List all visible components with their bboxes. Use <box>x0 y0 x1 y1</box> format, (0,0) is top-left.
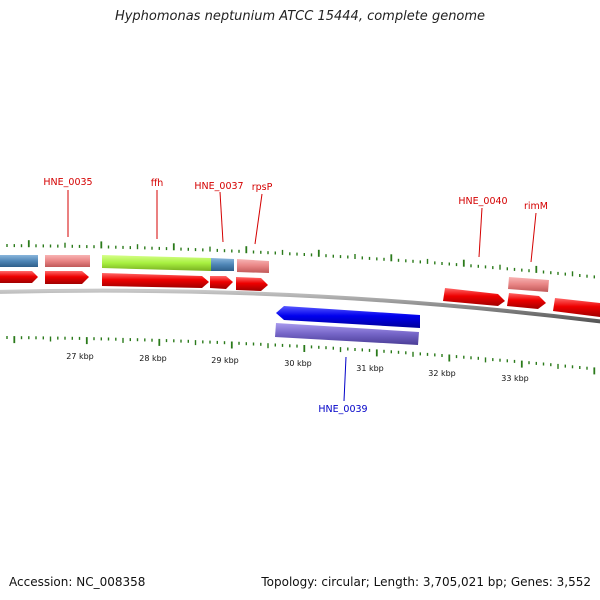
cog-feature-pink <box>508 277 549 292</box>
cds-arrow-reverse <box>276 306 420 328</box>
cds-arrow-forward <box>507 293 546 309</box>
gene-label[interactable]: rpsP <box>252 182 273 193</box>
scale-label: 31 kbp <box>356 364 384 373</box>
gene-labels: HNE_0035 ffh HNE_0037 rpsP HNE_0040 rimM… <box>43 177 548 415</box>
cog-feature-pink <box>45 255 90 267</box>
cds-arrow-forward <box>443 288 505 306</box>
scale-label: 32 kbp <box>428 369 456 378</box>
cds-arrow-forward <box>553 298 600 317</box>
genome-backbone <box>0 288 600 324</box>
cds-arrow-forward <box>236 277 268 291</box>
cog-feature-green <box>102 255 211 271</box>
scale-label: 27 kbp <box>66 352 94 361</box>
scale-label: 30 kbp <box>284 359 312 368</box>
cog-feature-blue <box>0 255 38 267</box>
gene-label[interactable]: rimM <box>524 201 548 212</box>
tick-marks-outer <box>6 240 595 279</box>
label-leaders <box>67 190 537 402</box>
cog-feature-pink <box>237 259 269 273</box>
scale-label: 28 kbp <box>139 354 167 363</box>
forward-cds-features <box>0 271 600 317</box>
gene-label[interactable]: HNE_0035 <box>43 177 92 188</box>
gene-label[interactable]: HNE_0039 <box>318 404 367 415</box>
cog-feature-purple <box>275 323 419 345</box>
cds-arrow-forward <box>102 273 209 288</box>
scale-labels: 27 kbp 28 kbp 29 kbp 30 kbp 31 kbp 32 kb… <box>66 352 529 383</box>
cds-arrow-forward <box>210 276 233 289</box>
genome-summary-text: Topology: circular; Length: 3,705,021 bp… <box>261 575 591 589</box>
tick-marks-inner <box>6 336 596 375</box>
gene-label[interactable]: HNE_0037 <box>194 181 243 192</box>
cog-forward-features <box>0 255 549 292</box>
scale-label: 29 kbp <box>211 356 239 365</box>
gene-label[interactable]: HNE_0040 <box>458 196 507 207</box>
scale-label: 33 kbp <box>501 374 529 383</box>
reverse-cds-features <box>275 306 420 345</box>
map-title: Hyphomonas neptunium ATCC 15444, complet… <box>114 9 486 24</box>
accession-text: Accession: NC_008358 <box>9 575 146 589</box>
cds-arrow-forward <box>45 271 89 284</box>
cds-arrow-forward <box>0 271 38 283</box>
cog-feature-blue <box>211 258 234 271</box>
gene-label[interactable]: ffh <box>151 178 164 189</box>
